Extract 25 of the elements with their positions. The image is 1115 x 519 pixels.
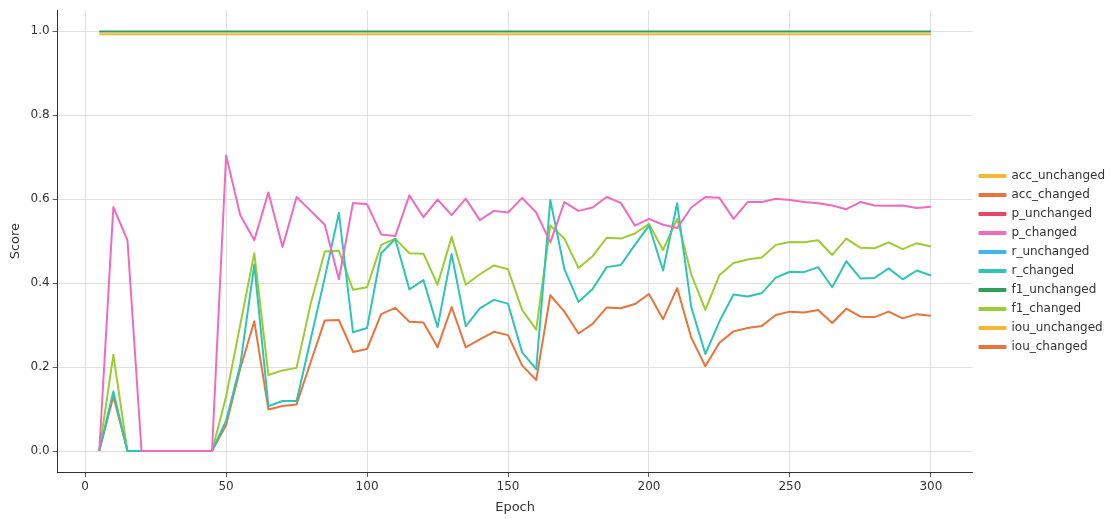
legend-label: r_unchanged — [1011, 244, 1090, 259]
legend-label: acc_unchanged — [1011, 168, 1106, 183]
legend-label: p_changed — [1011, 225, 1077, 240]
legend-label: f1_unchanged — [1011, 282, 1097, 297]
legend-label: iou_changed — [1011, 339, 1088, 354]
y-axis-title: Score — [7, 222, 23, 260]
y-tick-label: 0.8 — [30, 107, 50, 122]
x-axis-title: Epoch — [495, 498, 535, 514]
y-tick-label: 1.0 — [30, 23, 50, 38]
x-tick-label: 150 — [496, 479, 520, 494]
y-tick-label: 0.0 — [30, 443, 50, 458]
x-tick-label: 0 — [81, 479, 89, 494]
y-tick-label: 0.6 — [30, 191, 50, 206]
x-tick-label: 100 — [355, 479, 379, 494]
y-tick-label: 0.4 — [30, 275, 50, 290]
x-tick-label: 250 — [778, 479, 802, 494]
x-tick-label: 300 — [919, 479, 943, 494]
x-tick-label: 50 — [218, 479, 234, 494]
legend-label: p_unchanged — [1011, 206, 1093, 221]
x-tick-label: 200 — [637, 479, 661, 494]
legend-label: acc_changed — [1011, 187, 1090, 202]
y-tick-label: 0.2 — [30, 359, 50, 374]
legend-label: f1_changed — [1011, 301, 1082, 316]
legend-label: iou_unchanged — [1011, 320, 1103, 335]
legend-label: r_changed — [1011, 263, 1075, 278]
